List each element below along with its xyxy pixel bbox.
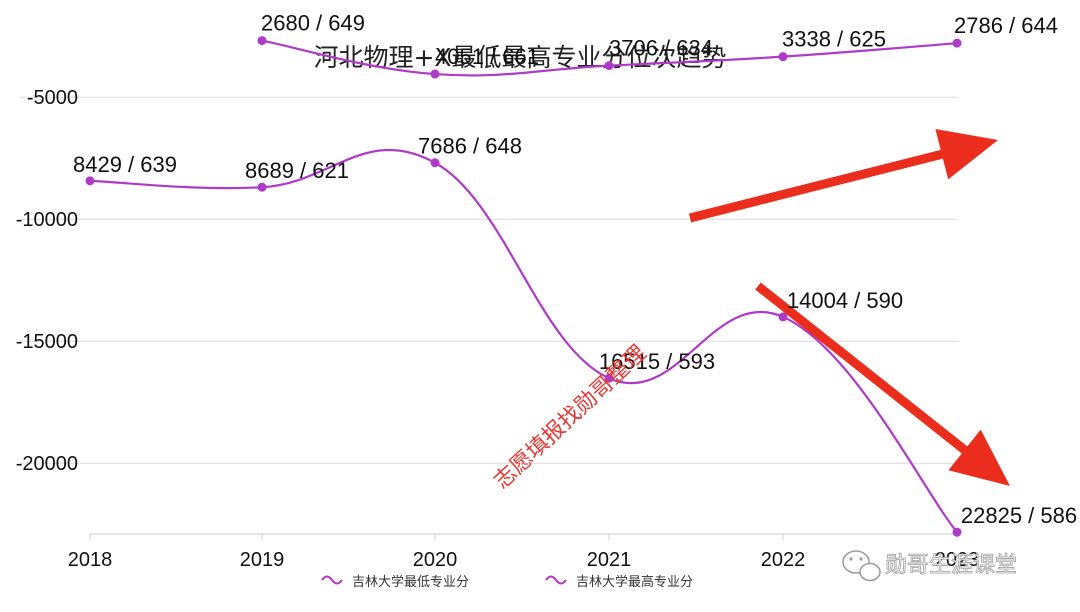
data-labels: 8429 / 639 8689 / 621 7686 / 648 16515 / 59… xyxy=(73,11,1077,529)
data-label: 4051 / 661 xyxy=(435,44,539,69)
data-label: 2680 / 649 xyxy=(261,11,365,36)
data-point xyxy=(604,61,614,71)
x-tick-label: 2020 xyxy=(413,549,458,571)
data-point xyxy=(778,312,788,322)
wechat-icon xyxy=(842,550,881,582)
data-label: 8429 / 639 xyxy=(73,152,177,177)
brand-text: 勋哥生涯课堂 xyxy=(885,553,1017,578)
data-point xyxy=(604,373,614,383)
x-tick-label: 2018 xyxy=(68,549,113,571)
data-point xyxy=(257,36,267,46)
watermark-text: 志愿填报找勋哥整理 xyxy=(489,341,651,494)
trend-arrows xyxy=(688,129,1010,486)
data-point xyxy=(952,38,962,48)
y-tick-label: -10000 xyxy=(16,209,78,231)
grid-layer: -5000 -10000 -15000 -20000 2018 2019 2020 2021 2… xyxy=(16,87,980,571)
data-label: 3338 / 625 xyxy=(782,27,886,52)
x-tick-label: 2022 xyxy=(761,549,806,571)
legend-label: 吉林大学最低专业分 xyxy=(352,574,469,590)
data-point xyxy=(430,158,440,168)
data-point xyxy=(257,182,267,192)
data-point xyxy=(778,52,788,62)
x-tick-label: 2023 xyxy=(935,549,980,571)
y-tick-label: -5000 xyxy=(27,87,78,109)
series-layer xyxy=(85,36,962,537)
data-label: 16515 / 593 xyxy=(599,349,715,374)
data-label: 7686 / 648 xyxy=(418,134,522,159)
data-label: 22825 / 586 xyxy=(961,503,1077,528)
trend-arrow-up xyxy=(688,129,998,223)
legend-swatch xyxy=(545,575,567,585)
legend-label: 吉林大学最高专业分 xyxy=(576,574,693,590)
y-tick-label: -20000 xyxy=(16,453,78,475)
y-tick-label: -15000 xyxy=(16,331,78,353)
data-label: 14004 / 590 xyxy=(787,288,903,313)
data-point xyxy=(85,176,95,186)
data-point xyxy=(952,527,962,537)
legend: 吉林大学最低专业分 吉林大学最高专业分 xyxy=(321,574,693,590)
data-label: 3706 / 634 xyxy=(609,36,713,61)
data-label: 8689 / 621 xyxy=(245,158,349,183)
legend-swatch xyxy=(321,575,343,585)
x-tick-label: 2021 xyxy=(587,549,632,571)
data-label: 2786 / 644 xyxy=(954,13,1058,38)
x-tick-label: 2019 xyxy=(240,549,285,571)
data-point xyxy=(430,69,440,79)
brand-mark: 勋哥生涯课堂 xyxy=(842,550,1017,582)
trend-arrow-down xyxy=(755,282,1010,486)
